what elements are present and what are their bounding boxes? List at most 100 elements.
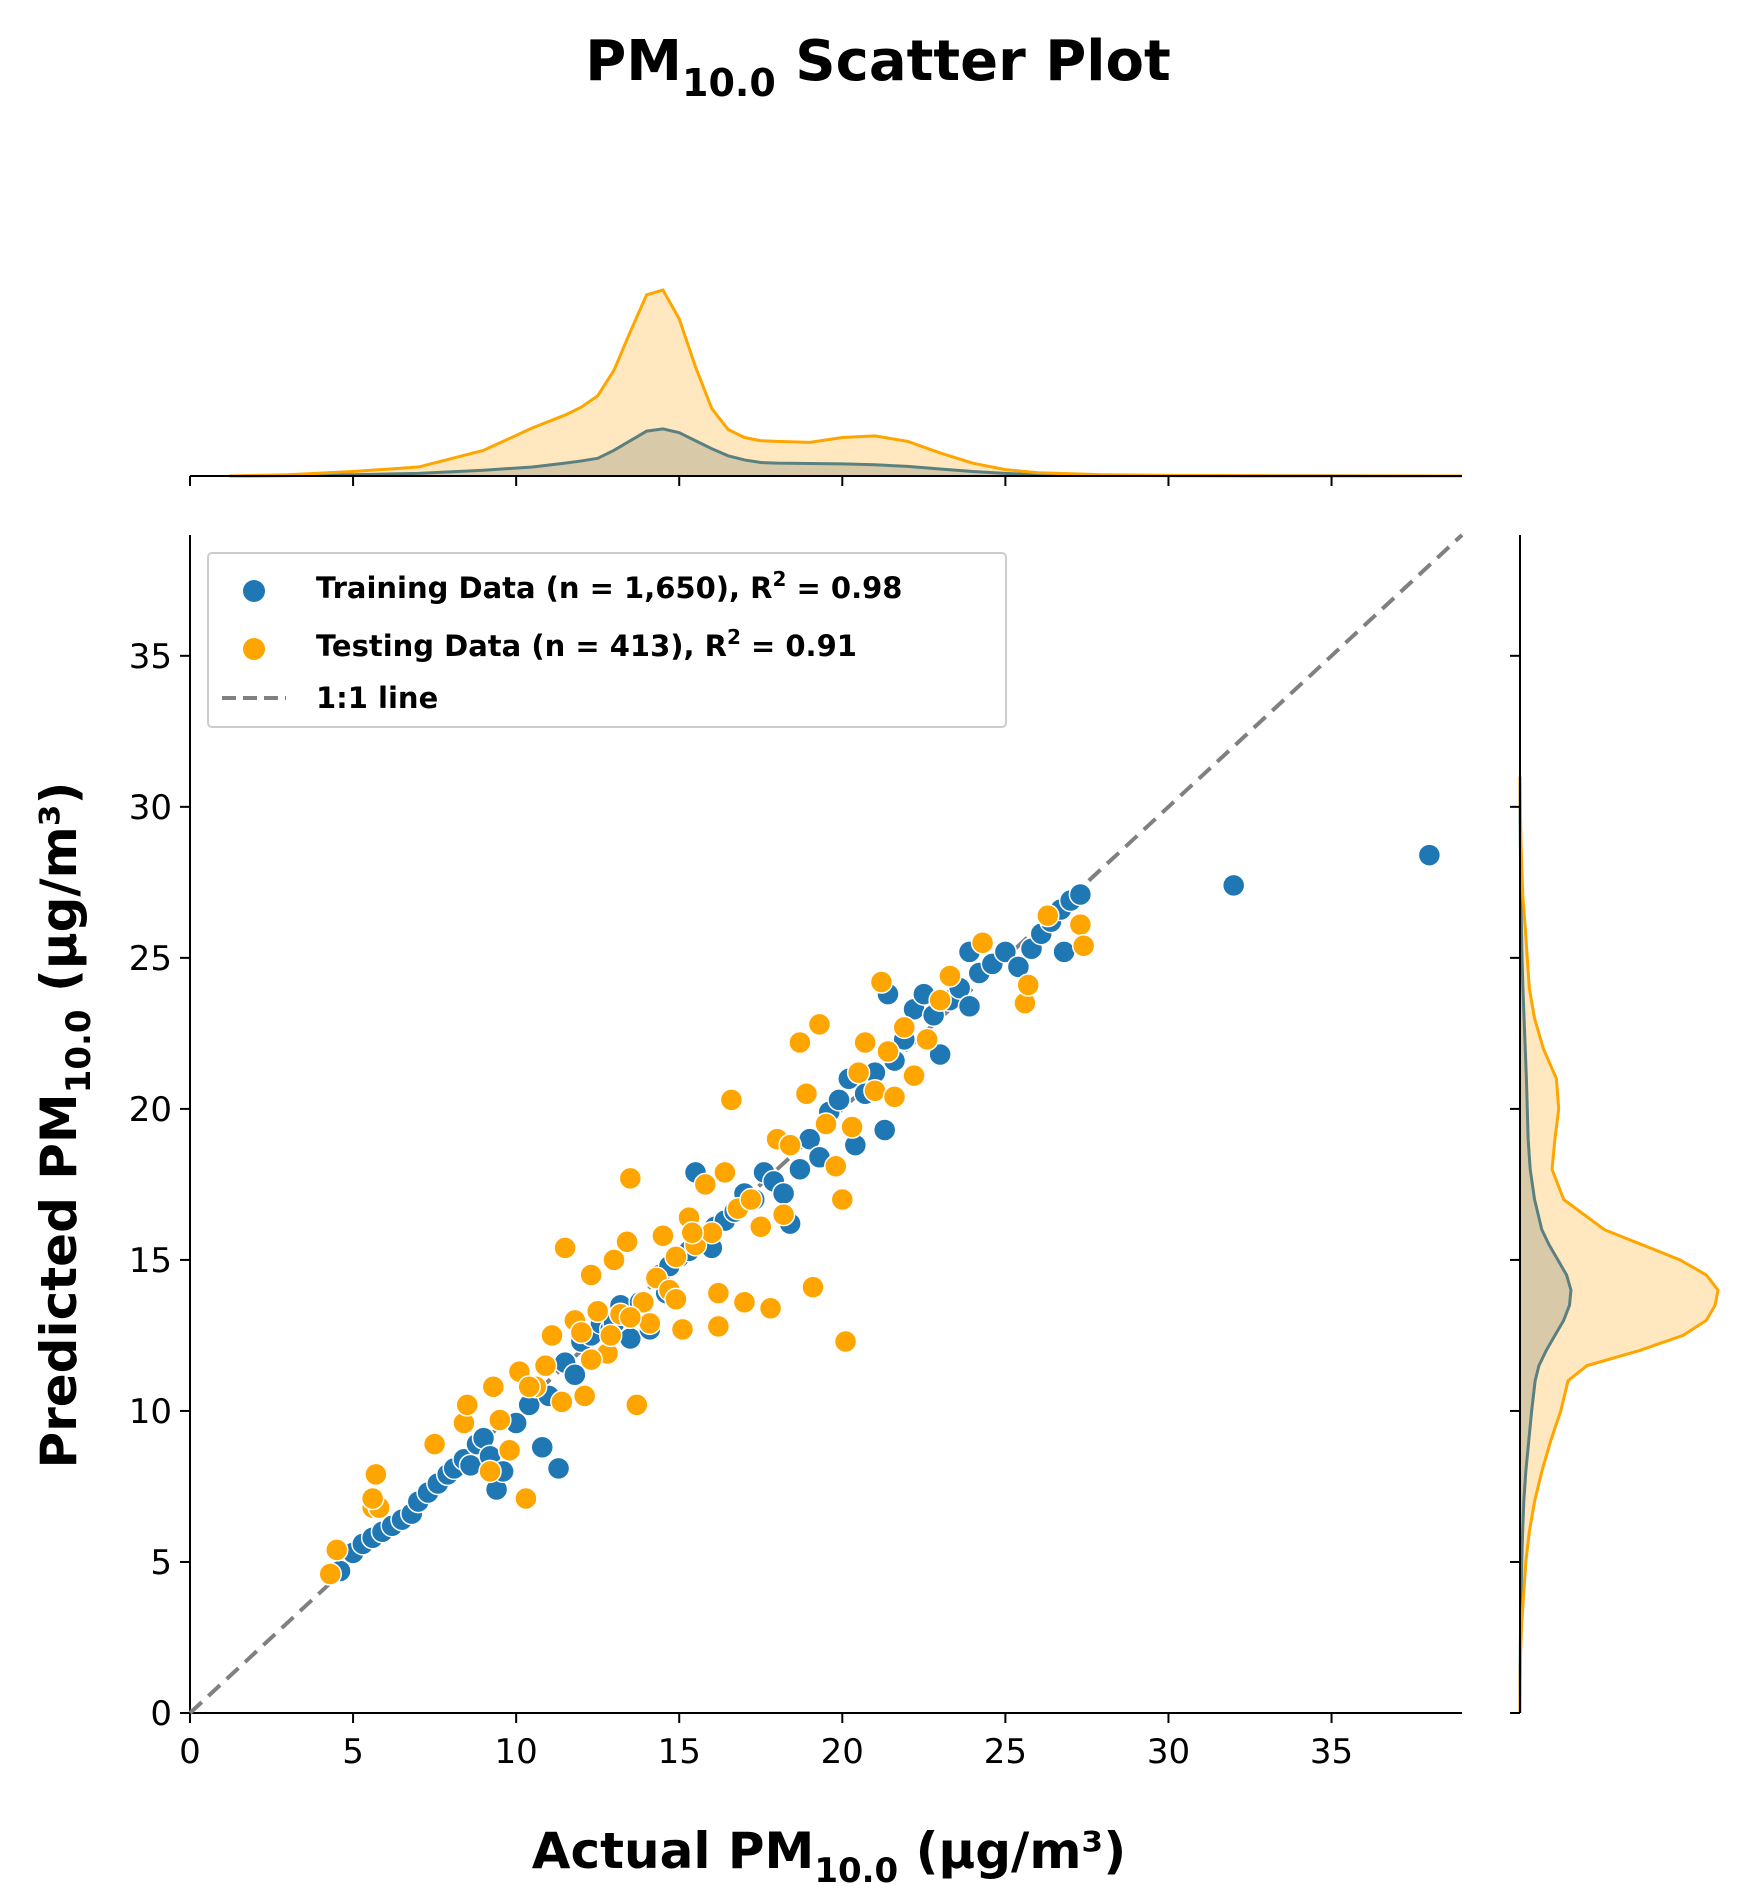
training-point: [872, 1118, 897, 1142]
legend-line-label: 1:1 line: [316, 681, 438, 715]
training-point: [546, 1456, 571, 1481]
testing-point: [602, 1248, 626, 1272]
testing-point: [625, 1393, 649, 1417]
testing-point: [833, 1329, 858, 1354]
testing-point: [1036, 903, 1060, 928]
testing-point: [853, 1030, 877, 1055]
testing-point: [1068, 912, 1093, 937]
x-tick-label: 25: [984, 1732, 1027, 1772]
testing-point: [618, 1305, 643, 1330]
testing-point: [569, 1320, 594, 1345]
training-point: [1221, 873, 1246, 898]
marginal-y-density: [1510, 535, 1720, 1714]
testing-point: [863, 1079, 887, 1103]
testing-point: [615, 1230, 639, 1254]
testing-point: [706, 1314, 731, 1339]
x-axis-title: Actual PM10.0 (µg/m³): [532, 1822, 1126, 1891]
testing-point: [579, 1263, 603, 1287]
y-tick-label: 5: [150, 1543, 172, 1583]
y-tick-label: 20: [129, 1090, 172, 1130]
x-tick-label: 20: [821, 1732, 864, 1772]
testing-point: [824, 1154, 848, 1179]
legend: Training Data (n = 1,650), R2 = 0.98 Tes…: [207, 552, 1007, 728]
testing-point: [664, 1287, 688, 1311]
testing-point: [902, 1063, 926, 1088]
testing-point: [719, 1088, 744, 1112]
x-tick-label: 35: [1310, 1732, 1353, 1772]
legend-testing-label: Testing Data (n = 413), R2 = 0.91: [316, 625, 857, 663]
testing-point: [807, 1012, 832, 1037]
training-point: [928, 1042, 952, 1067]
testing-point: [840, 1115, 864, 1139]
testing-point: [579, 1347, 603, 1372]
marginal-x-testing-line: [229, 288, 1463, 478]
x-tick-label: 30: [1147, 1732, 1190, 1772]
training-point: [530, 1435, 554, 1459]
testing-point: [553, 1236, 577, 1260]
testing-point: [915, 1027, 939, 1052]
y-tick-label: 25: [129, 939, 172, 979]
testing-point: [517, 1375, 541, 1399]
testing-point: [1016, 973, 1040, 997]
legend-training-marker: [243, 580, 265, 602]
testing-point: [631, 1290, 656, 1314]
marginal-y-training-line: [1518, 776, 1573, 1714]
training-point: [1417, 843, 1442, 867]
testing-point: [455, 1393, 479, 1417]
marginal-y-training-fill: [1520, 776, 1571, 1713]
testing-point: [970, 931, 995, 955]
testing-point: [670, 1317, 695, 1342]
testing-point: [882, 1085, 907, 1109]
marginal-y-testing-fill: [1520, 776, 1718, 1713]
testing-point: [325, 1538, 349, 1562]
y-tick-label: 35: [129, 637, 172, 677]
marginal-x-training-line: [229, 427, 1463, 478]
y-tick-label: 10: [129, 1392, 172, 1432]
main-axes: 0 5 10 15 20 25 30 35 0 5 10 15 20 25 30 35: [129, 535, 1462, 1772]
training-point: [827, 1088, 851, 1112]
testing-point: [869, 970, 894, 994]
legend-training-label: Training Data (n = 1,650), R2 = 0.98: [316, 567, 902, 605]
marginal-x-testing-fill: [229, 290, 1463, 476]
testing-point: [533, 1353, 558, 1378]
training-point: [957, 994, 982, 1018]
testing-point: [550, 1390, 574, 1414]
training-point: [1068, 882, 1093, 907]
testing-point: [540, 1323, 564, 1348]
testing-point: [585, 1299, 610, 1324]
testing-point: [680, 1220, 705, 1245]
testing-point: [928, 988, 952, 1012]
testing-point: [497, 1438, 522, 1462]
testing-point: [360, 1486, 385, 1511]
x-tick-label: 15: [658, 1732, 701, 1772]
testing-point: [478, 1459, 502, 1484]
testing-point: [618, 1166, 643, 1191]
x-tick-label: 10: [495, 1732, 538, 1772]
testing-points: [318, 903, 1096, 1586]
testing-point: [651, 1224, 675, 1248]
y-axis-title: Predicted PM10.0 (µg/m³): [30, 781, 99, 1468]
testing-point: [801, 1275, 825, 1299]
training-point: [993, 940, 1018, 964]
testing-point: [598, 1323, 623, 1348]
testing-point: [638, 1311, 662, 1336]
training-point: [458, 1453, 483, 1478]
testing-point: [749, 1214, 773, 1239]
testing-point: [422, 1432, 447, 1456]
testing-point: [876, 1039, 900, 1064]
legend-testing-marker: [243, 638, 265, 660]
testing-point: [488, 1408, 512, 1432]
x-tick-label: 5: [342, 1732, 364, 1772]
testing-point: [938, 964, 962, 988]
testing-point: [364, 1462, 388, 1487]
testing-point: [481, 1375, 506, 1399]
testing-point: [846, 1060, 871, 1085]
testing-point: [700, 1220, 724, 1245]
testing-point: [758, 1296, 783, 1321]
legend-frame: [207, 552, 1007, 728]
y-tick-label: 30: [129, 788, 172, 828]
testing-point: [572, 1384, 597, 1408]
testing-point: [778, 1133, 802, 1157]
